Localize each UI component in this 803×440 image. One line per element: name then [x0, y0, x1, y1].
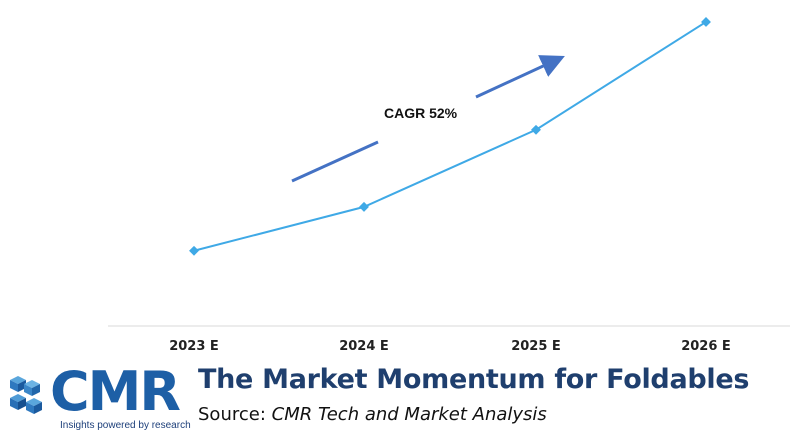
page-title: The Market Momentum for Foldables	[198, 364, 750, 395]
source-value: CMR Tech and Market Analysis	[271, 404, 547, 425]
series-line	[193, 21, 707, 252]
x-tick-label: 2025 E	[511, 339, 561, 354]
cagr-arrow-tail	[291, 140, 379, 183]
footer: CMR Insights powered by research The Mar…	[0, 360, 803, 440]
data-point	[531, 124, 541, 135]
x-tick-label: 2026 E	[681, 339, 731, 354]
logo-wordmark: CMR	[50, 360, 181, 423]
x-tick-label: 2023 E	[169, 339, 219, 354]
source-label: Source:	[198, 404, 266, 425]
cagr-arrow-head	[475, 55, 565, 99]
data-point	[359, 201, 369, 212]
data-point	[701, 16, 711, 27]
cmr-logo: CMR Insights powered by research	[4, 360, 191, 436]
x-tick-label: 2024 E	[339, 339, 389, 354]
cagr-annotation: CAGR 52%	[384, 105, 458, 121]
source-line: Source: CMR Tech and Market Analysis	[198, 404, 547, 425]
logo-tagline: Insights powered by research	[60, 420, 191, 431]
cubes-icon	[10, 376, 42, 414]
line-chart: 2023 E 2024 E 2025 E 2026 E CAGR 52%	[108, 16, 790, 354]
data-point	[189, 245, 199, 256]
